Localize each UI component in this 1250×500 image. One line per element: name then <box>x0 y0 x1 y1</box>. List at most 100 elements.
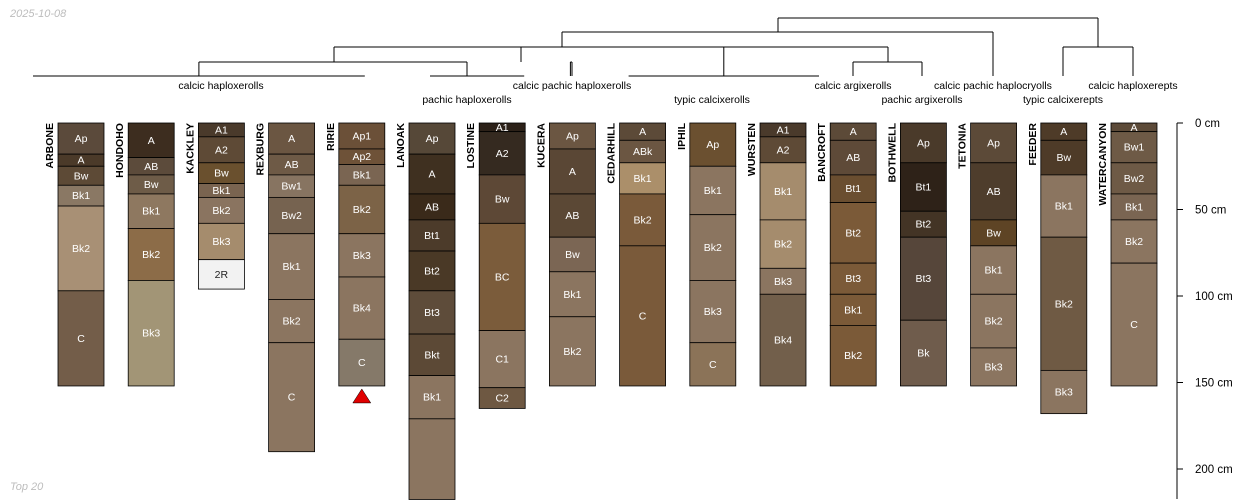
horizon-label: C1 <box>495 354 509 366</box>
horizon-label: Bw <box>1057 152 1072 164</box>
horizon-label: A <box>148 135 155 147</box>
horizon <box>829 325 877 387</box>
horizon-label: Bw <box>214 168 229 180</box>
profile-name: ARBONE <box>44 123 56 169</box>
horizon <box>549 148 596 195</box>
horizon-label: Ap <box>75 133 88 145</box>
profile-bothwell: Ap Bt1 Bt2 Bt3 Bk BOTHWELL <box>886 122 947 387</box>
horizon-label: AB <box>565 210 579 222</box>
horizon-label: Bk2 <box>774 239 792 251</box>
horizon-label: Bk1 <box>844 304 862 316</box>
horizon <box>478 174 526 224</box>
profile-name: HONDOHO <box>114 123 126 178</box>
profile-name: REXBURG <box>255 123 267 176</box>
horizon <box>408 418 456 500</box>
horizon-label: Ap <box>917 137 930 149</box>
horizon <box>1040 174 1088 238</box>
profile-feeder: A Bw Bk1 Bk2 Bk3 FEEDER <box>1027 123 1088 415</box>
horizon-label: Bk3 <box>1055 387 1073 399</box>
horizon-label: Bk2 <box>563 346 581 358</box>
taxon-group-label: calcic haploxerepts <box>1088 80 1177 92</box>
horizon-label: Bk1 <box>634 173 652 185</box>
horizon-label: Bk <box>917 348 930 360</box>
horizon <box>829 262 877 295</box>
horizon-label: Bk1 <box>283 261 301 273</box>
horizon <box>338 122 386 150</box>
horizon-label: Bt3 <box>424 307 440 319</box>
horizon <box>197 259 245 290</box>
horizon-label: Bw1 <box>281 181 302 193</box>
horizon <box>619 193 666 247</box>
profile-name: LOSTINE <box>465 123 477 169</box>
depth-axis: 0 cm 50 cm 100 cm 150 cm 200 cm <box>1176 118 1233 499</box>
date-stamp: 2025-10-08 <box>10 8 67 20</box>
taxon-group-label: typic calcixerepts <box>1023 94 1103 106</box>
profile-watercanyon: A Bw1 Bw2 Bk1 Bk2 C WATERCANYON <box>1097 122 1158 387</box>
horizon-label: Bk1 <box>423 392 441 404</box>
horizon-label: A2 <box>496 148 509 160</box>
horizon-label: A2 <box>215 144 228 156</box>
horizon <box>689 214 737 281</box>
horizon-label: Bk2 <box>1125 236 1143 248</box>
horizon-label: Bk4 <box>774 335 792 347</box>
horizon <box>549 316 596 387</box>
horizon-label: Bt3 <box>845 273 861 285</box>
taxon-group-label: calcic argixerolls <box>814 80 891 92</box>
horizon <box>268 122 316 155</box>
horizon-label: Bw <box>565 249 580 261</box>
horizon <box>759 219 807 269</box>
horizon-label: A1 <box>777 124 790 136</box>
horizon-label: C2 <box>495 393 509 405</box>
horizon-label: Bk3 <box>353 250 371 262</box>
horizon <box>268 196 316 235</box>
horizon <box>268 342 316 453</box>
horizon <box>970 245 1017 295</box>
horizon-label: Bk3 <box>985 361 1003 373</box>
horizon <box>338 276 386 340</box>
horizon-label: Bw2 <box>1124 173 1145 185</box>
horizon-label: A <box>569 166 576 178</box>
horizon-label: Bk4 <box>353 303 371 315</box>
taxon-group-label: calcic pachic haploxerolls <box>513 80 631 92</box>
horizon-label: Bk2 <box>72 243 90 255</box>
horizon-label: Bk2 <box>704 242 722 254</box>
taxon-group-label: calcic pachic haplocryolls <box>934 80 1052 92</box>
horizon-label: A <box>1130 122 1137 134</box>
horizon-label: Bw <box>495 194 510 206</box>
horizon <box>127 122 175 158</box>
horizon <box>338 233 386 278</box>
profile-hondoho: A AB Bw Bk1 Bk2 Bk3 HONDOHO <box>114 122 175 387</box>
horizon-label: Ap <box>987 137 1000 149</box>
horizon-label: A <box>77 155 84 167</box>
horizon-label: Bk2 <box>844 350 862 362</box>
profile-iphil: Ap Bk1 Bk2 Bk3 C IPHIL <box>676 122 737 387</box>
profile-name: LANOAK <box>395 123 407 168</box>
horizon <box>970 122 1017 164</box>
horizon <box>900 162 947 212</box>
profile-ririe: Ap1 Ap2 Bk1 Bk2 Bk3 Bk4 C RIRIE <box>325 122 386 387</box>
horizon <box>408 219 456 252</box>
horizon <box>970 347 1017 387</box>
profile-name: WURSTEN <box>746 123 758 176</box>
horizon <box>478 330 526 389</box>
horizon <box>57 290 105 387</box>
horizon <box>829 202 877 264</box>
horizon-label: Bt1 <box>916 182 932 194</box>
horizon-label: Bt2 <box>916 219 932 231</box>
horizon <box>1110 162 1158 195</box>
axis-tick-label: 50 cm <box>1195 205 1226 217</box>
horizon-label: Bk1 <box>563 289 581 301</box>
horizon <box>408 122 456 155</box>
horizon-label: Bk2 <box>283 316 301 328</box>
horizon <box>1110 219 1158 264</box>
horizon-label: Ap1 <box>352 130 371 142</box>
profile-arbone: Ap A Bw Bk1 Bk2 C ARBONE <box>44 122 105 387</box>
horizon-label: AB <box>144 161 158 173</box>
footer-note: Top 20 <box>10 481 44 493</box>
profile-name: BANCROFT <box>816 122 828 181</box>
profile-name: RIRIE <box>325 123 337 151</box>
horizon <box>1110 262 1158 387</box>
horizon-label: Ap2 <box>352 151 371 163</box>
